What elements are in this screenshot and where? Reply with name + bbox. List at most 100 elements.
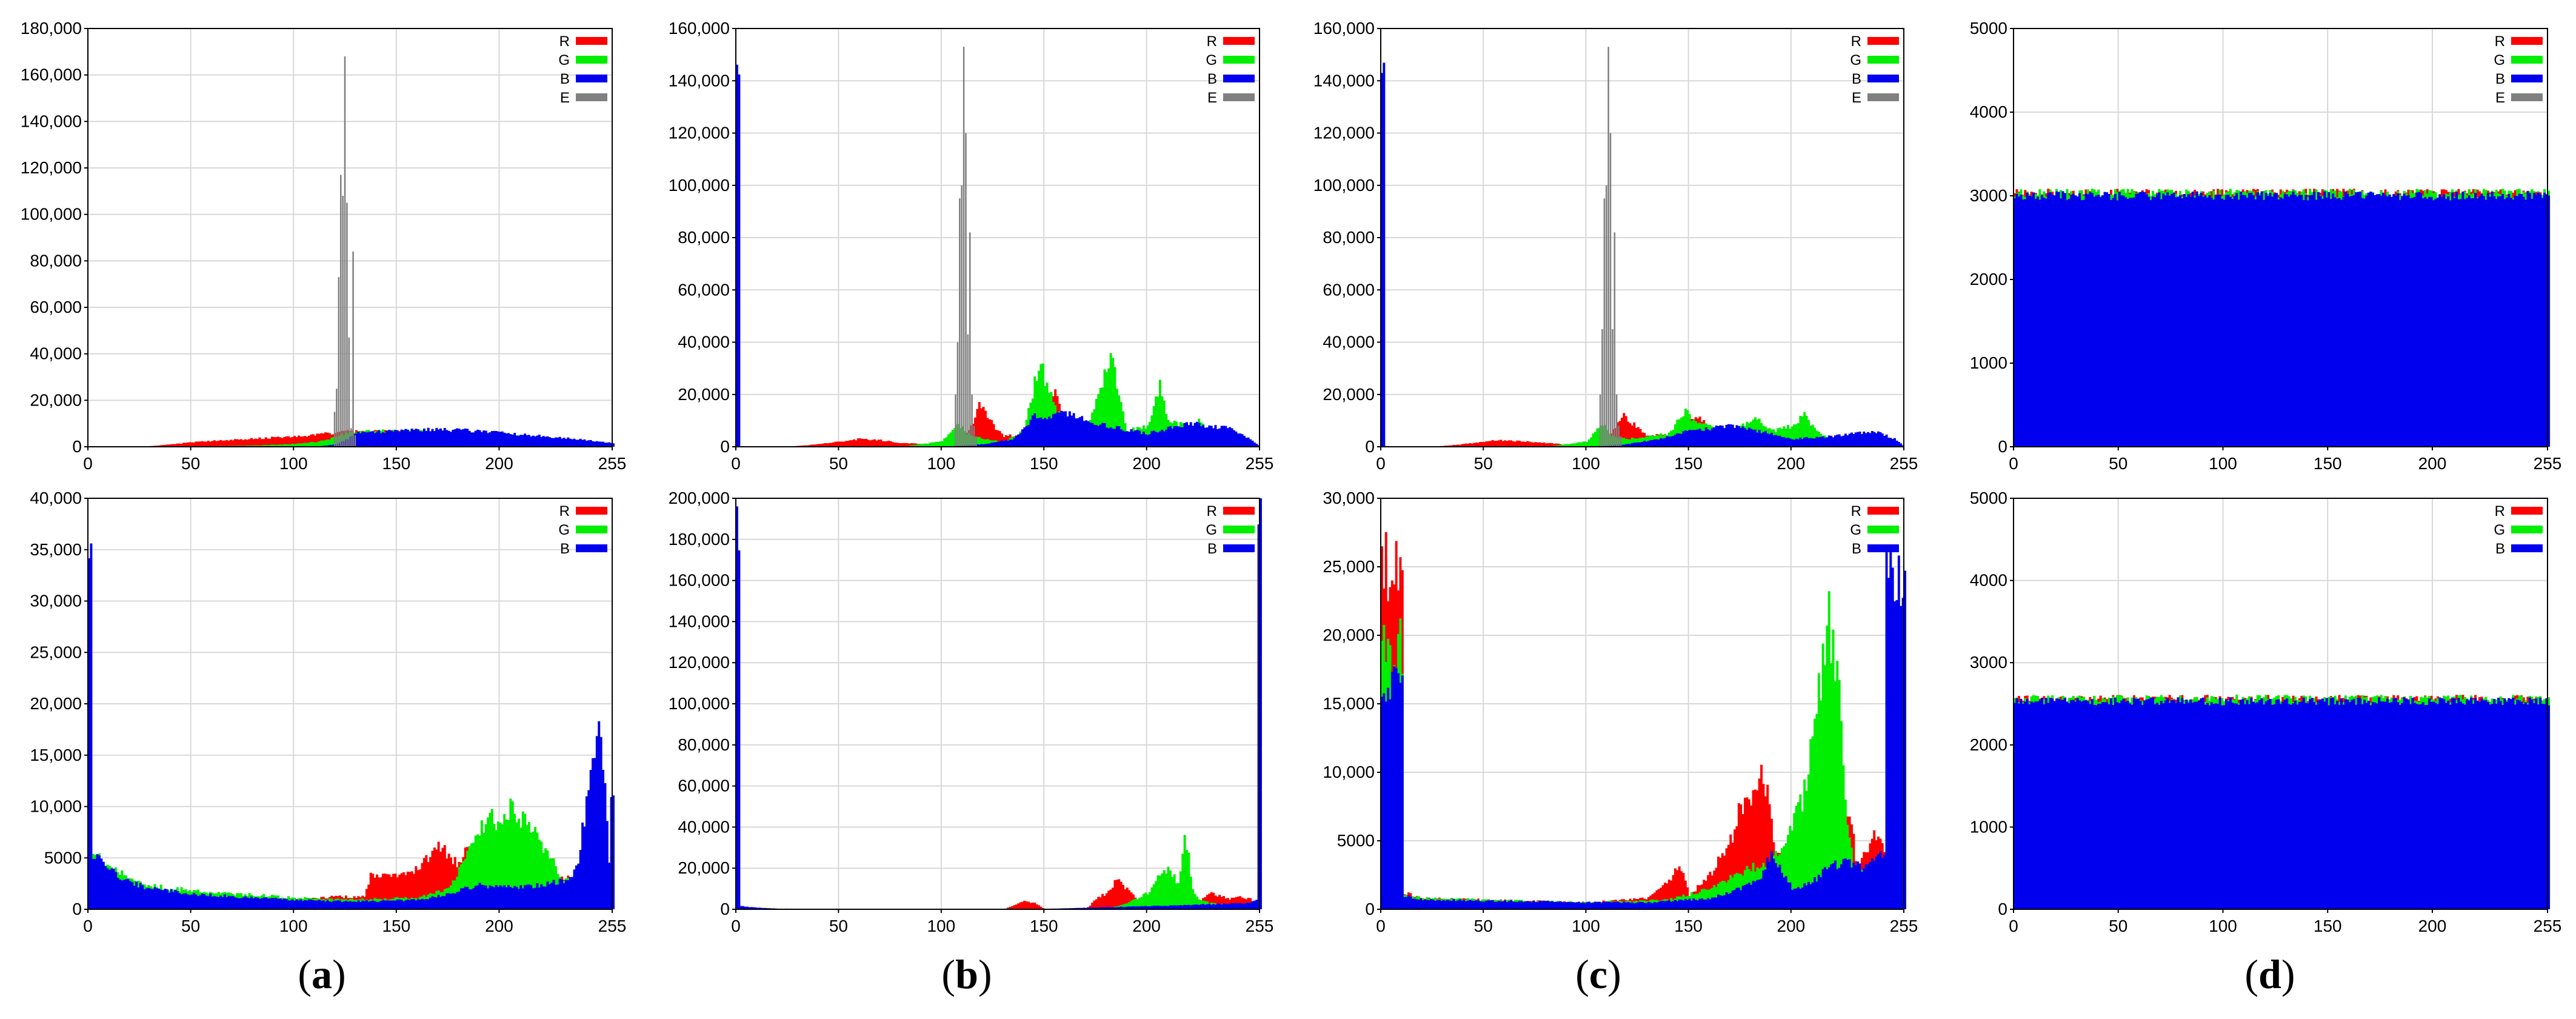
bar [1015, 904, 1018, 909]
bar [931, 443, 933, 447]
bar [427, 428, 430, 447]
bar [1623, 902, 1625, 909]
bar [1670, 436, 1672, 447]
bar [423, 900, 425, 909]
bar [2382, 193, 2384, 447]
bar [1418, 900, 1420, 909]
bar [1081, 416, 1083, 447]
bar [1795, 439, 1798, 447]
bar [242, 440, 244, 447]
bar [2194, 198, 2196, 447]
bar [2143, 192, 2146, 447]
bar [1247, 903, 1250, 909]
bar [456, 892, 458, 909]
bar [832, 443, 835, 447]
bar [2399, 200, 2401, 447]
bar [2275, 193, 2278, 447]
bar [1764, 431, 1767, 447]
bar [1150, 431, 1153, 447]
bar [519, 885, 522, 909]
bar [2281, 199, 2284, 447]
bar [1132, 432, 1135, 447]
bar [376, 432, 378, 447]
bar [135, 881, 138, 909]
bar [489, 886, 491, 909]
bar [592, 441, 594, 447]
bar [1475, 900, 1478, 909]
bar [1214, 904, 1216, 909]
bar [460, 430, 462, 447]
bar [1489, 900, 1492, 909]
bar [1895, 600, 1898, 909]
bar [2455, 192, 2458, 447]
bar [1616, 395, 1618, 447]
bar [1492, 900, 1494, 909]
legend-swatch-b [1867, 75, 1899, 82]
bar [1452, 899, 1455, 909]
bar [205, 441, 207, 447]
bar [1169, 426, 1172, 447]
bar [2460, 199, 2462, 447]
bar [1785, 438, 1787, 447]
plot-frame [88, 28, 612, 447]
bar [540, 884, 542, 909]
bar [2344, 192, 2347, 447]
y-tick-label: 100,000 [1313, 176, 1375, 195]
bar [365, 432, 368, 447]
x-tick-label: 50 [181, 917, 200, 935]
bar [1828, 591, 1830, 909]
legend-label-e: E [1852, 90, 1861, 106]
bar [577, 864, 579, 909]
bar [244, 896, 247, 909]
x-tick-label: 255 [1890, 917, 1918, 935]
y-tick-label: 140,000 [669, 612, 730, 630]
bar [587, 790, 590, 909]
series-e [334, 56, 356, 447]
bar [550, 438, 553, 447]
bar [1738, 426, 1740, 447]
chart-c-bottom: 0500010,00015,00020,00025,00030,0000 50 10… [1323, 489, 1918, 935]
bar [298, 900, 300, 909]
bar [963, 47, 965, 447]
bar [1711, 898, 1713, 909]
bar [859, 438, 861, 447]
bar [1723, 895, 1726, 909]
bar [878, 439, 880, 447]
bar [370, 901, 372, 909]
bar [262, 898, 265, 909]
bar [195, 894, 197, 909]
bar [849, 440, 851, 447]
x-tick-label: 150 [1674, 917, 1703, 935]
x-tick-label: 150 [1030, 454, 1058, 473]
bar [1486, 441, 1488, 447]
bar [853, 439, 855, 447]
bar [2541, 198, 2544, 447]
bar [1756, 880, 1758, 909]
bar [466, 887, 469, 909]
x-tick-label: 100 [1572, 917, 1600, 935]
bar [2137, 193, 2140, 447]
bar [1614, 232, 1616, 447]
bar [1791, 890, 1794, 909]
bar [2355, 192, 2357, 447]
bar [482, 885, 485, 909]
bar [1221, 426, 1223, 447]
x-tick-label: 0 [2009, 454, 2018, 473]
bar [516, 436, 518, 447]
bar [413, 430, 415, 447]
x-tick-label: 255 [2534, 454, 2562, 473]
legend-label-r: R [1851, 33, 1861, 50]
bar [941, 441, 944, 447]
bar [1465, 901, 1467, 909]
y-tick-label: 20,000 [30, 694, 82, 713]
legend-swatch-g [1223, 526, 1255, 533]
bar [1877, 854, 1880, 909]
bar [234, 897, 236, 909]
bar [2047, 193, 2049, 447]
bar [2284, 195, 2286, 447]
bar [1063, 412, 1065, 447]
bar [417, 899, 419, 909]
bar [1412, 898, 1414, 909]
bar [524, 885, 526, 909]
bar [1760, 879, 1763, 909]
